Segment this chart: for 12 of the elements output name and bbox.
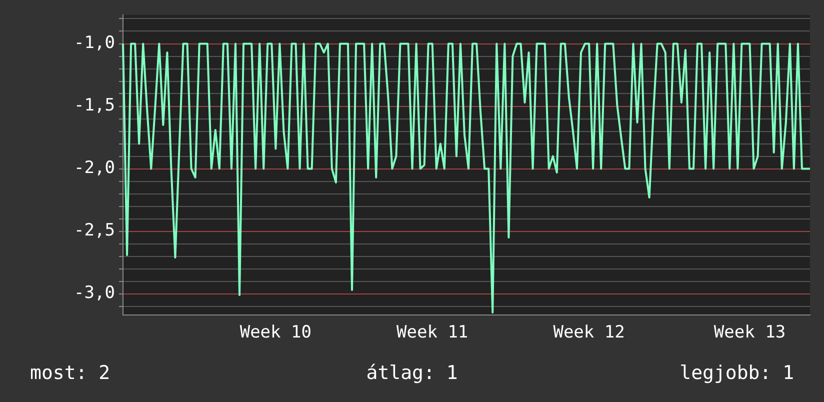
x-tick-label: Week 11: [396, 322, 468, 343]
y-tick-label: -1,0: [74, 33, 115, 54]
y-tick-label: -1,5: [74, 96, 115, 116]
text: most: 2: [30, 362, 112, 384]
y-tick-label: -3,0: [74, 283, 115, 304]
x-tick-label: Week 12: [553, 322, 625, 343]
y-tick-label: -2,5: [74, 220, 115, 241]
x-tick-label: Week 10: [240, 322, 312, 343]
text: átlag: 1: [365, 362, 459, 384]
x-tick-label: Week 13: [714, 322, 786, 343]
y-tick-label: -2,0: [74, 158, 115, 178]
text: legjobb: 1: [678, 362, 794, 384]
